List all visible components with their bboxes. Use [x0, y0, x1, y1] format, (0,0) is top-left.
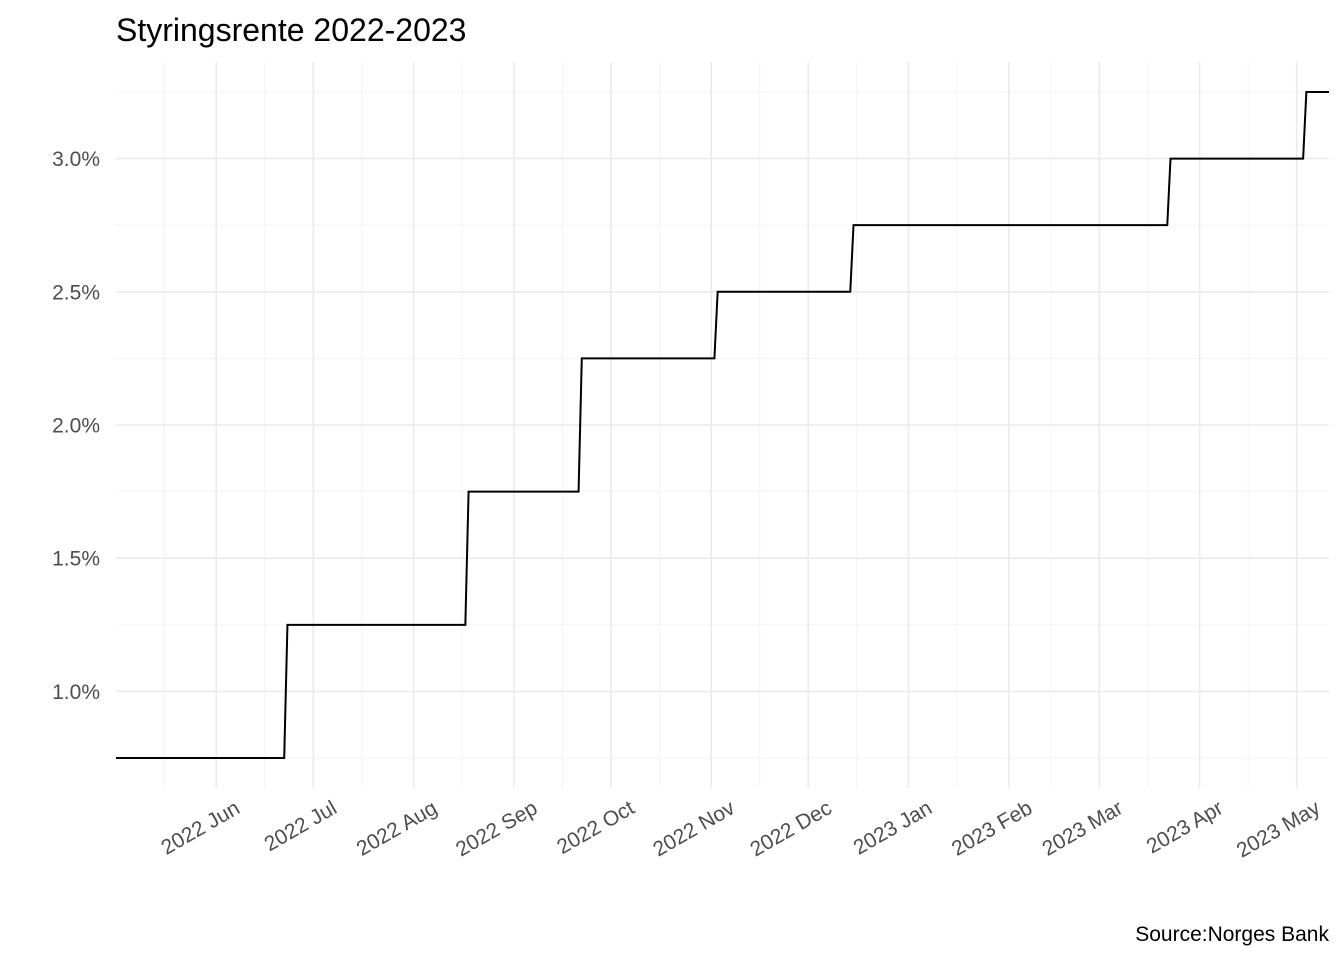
series-layer	[116, 90, 1329, 760]
x-tick-label-7: 2023 Jan	[850, 796, 936, 859]
y-tick-label-2: 2.0%	[52, 415, 100, 438]
x-tick-label-5: 2022 Nov	[649, 796, 739, 861]
x-tick-label-2: 2022 Aug	[353, 796, 441, 860]
y-tick-label-0: 1.0%	[52, 681, 100, 704]
x-tick-label-9: 2023 Mar	[1039, 796, 1127, 860]
major-gridlines-y	[116, 157, 1329, 693]
series-line-0	[116, 90, 1329, 760]
x-tick-label-10: 2023 Apr	[1143, 796, 1227, 858]
x-tick-label-6: 2022 Dec	[746, 796, 835, 861]
y-axis-tick-labels: 1.0% 1.5% 2.0% 2.5% 3.0%	[52, 148, 100, 704]
x-tick-label-11: 2023 May	[1233, 796, 1325, 862]
x-axis-tick-labels: 2022 Jun 2022 Jul 2022 Aug 2022 Sep 2022 Oct…	[157, 796, 1324, 862]
chart-caption: Source:Norges Bank	[1135, 923, 1329, 946]
major-gridlines-x	[215, 62, 1298, 788]
chart-title: Styringsrente 2022-2023	[116, 12, 466, 48]
y-tick-label-4: 3.0%	[52, 148, 100, 171]
x-tick-label-3: 2022 Sep	[452, 796, 541, 861]
y-tick-label-1: 1.5%	[52, 548, 100, 571]
x-tick-label-4: 2022 Oct	[553, 796, 638, 859]
x-tick-label-0: 2022 Jun	[157, 796, 243, 859]
x-tick-label-8: 2023 Feb	[948, 796, 1036, 860]
x-tick-label-1: 2022 Jul	[261, 796, 341, 856]
y-tick-label-3: 2.5%	[52, 281, 100, 304]
